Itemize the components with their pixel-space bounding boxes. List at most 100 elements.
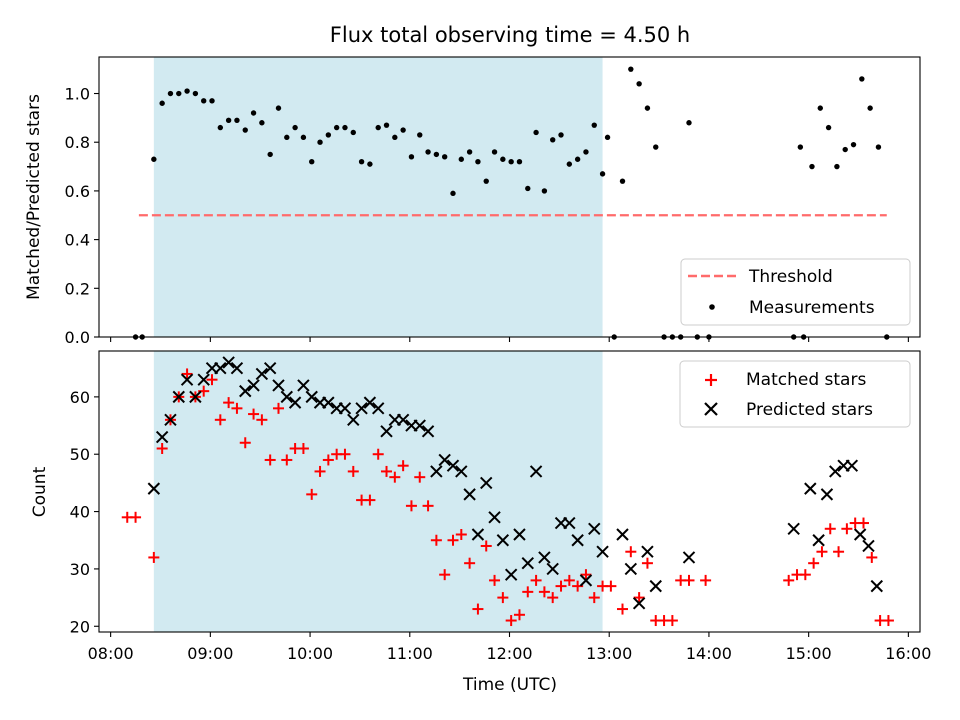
matched-stars-point [633, 592, 645, 604]
matched-stars-point [314, 465, 326, 477]
predicted-stars-point [347, 413, 360, 427]
matched-stars-point [447, 534, 459, 546]
predicted-stars-point [371, 402, 385, 415]
predicted-stars-point [430, 465, 443, 478]
measurement-point [441, 154, 448, 160]
matched-stars-point [381, 465, 393, 477]
matched-stars-point [148, 551, 160, 563]
predicted-stars-point [616, 528, 629, 541]
measurement-point [192, 90, 199, 97]
predicted-stars-point [571, 534, 584, 547]
top-shaded-span [153, 57, 603, 337]
measurement-point [433, 151, 440, 158]
count-panel: 08:00 09:00 10:00 11:00 12:00 13:00 14:00 15:00… [70, 350, 931, 663]
matched-stars-point [239, 437, 251, 449]
matched-stars-point [272, 402, 284, 414]
measurement-point [458, 156, 465, 162]
matched-stars-point [248, 408, 260, 420]
matched-stars-point [866, 551, 878, 563]
predicted-stars-point [870, 579, 883, 593]
measurement-point [151, 156, 157, 162]
measurement-point [525, 185, 531, 192]
predicted-stars-point [189, 390, 202, 404]
matched-stars-point [547, 592, 559, 604]
measurement-point [541, 188, 548, 194]
predicted-stars-point [147, 482, 161, 495]
measurements-legend-label: Measurements [749, 298, 875, 318]
x-tick-label: 13:00 [586, 644, 632, 663]
measurement-point [817, 105, 823, 111]
predicted-stars-point [239, 384, 252, 398]
top-y-tick-label: 1.0 [65, 85, 90, 104]
predicted-stars-point [421, 425, 435, 438]
measurement-point [628, 66, 634, 72]
measurement-point [184, 88, 190, 94]
matched-stars-point [816, 546, 828, 558]
predicted-stars-point [496, 534, 510, 547]
predicted-stars-point [197, 373, 210, 386]
measurement-point [358, 158, 365, 165]
matched-stars-point [505, 615, 517, 627]
measurement-point [859, 76, 865, 82]
matched-stars-point [130, 511, 142, 523]
predicted-stars-point [413, 419, 426, 432]
matched-stars-point [580, 569, 592, 581]
matched-stars-point [625, 546, 637, 558]
measurement-point [842, 146, 848, 153]
predicted-stars-point [172, 390, 185, 404]
measurement-point [604, 134, 611, 141]
measurement-point [619, 178, 626, 184]
measurement-point [850, 141, 857, 148]
bottom-legend-frame [679, 360, 911, 428]
predicted-stars-point [812, 534, 825, 547]
measurement-point [834, 163, 840, 170]
measurement-point [466, 149, 473, 155]
measurement-point [250, 110, 257, 116]
predicted-stars-point [862, 539, 875, 553]
matched-stars-point [405, 500, 417, 512]
predicted-stars-point [355, 402, 368, 415]
matched-legend-label: Matched stars [746, 370, 866, 390]
measurement-point [367, 161, 373, 167]
matched-stars-point [231, 402, 243, 414]
predicted-stars-point [641, 545, 654, 558]
predicted-stars-point [829, 465, 842, 478]
matched-stars-point [156, 442, 168, 454]
measurement-point [209, 98, 215, 104]
matched-stars-point [389, 471, 401, 483]
top-y-tick-label: 0.4 [65, 231, 90, 250]
measurement-point [325, 132, 332, 138]
measurement-point [292, 124, 298, 131]
top-y-tick-label: 0.8 [65, 133, 90, 152]
matched-stars-point [439, 569, 451, 581]
matched-stars-point [700, 574, 712, 586]
matched-stars-point [422, 500, 434, 512]
predicted-stars-point [853, 528, 867, 541]
measurement-point [417, 132, 423, 138]
matched-stars-point [833, 546, 845, 558]
measurement-point [809, 163, 815, 170]
predicted-stars-point [438, 453, 451, 467]
predicted-stars-point [247, 379, 260, 392]
matched-stars-point [882, 615, 894, 627]
measurement-point [533, 129, 539, 136]
threshold-legend-label: Threshold [748, 267, 833, 287]
predicted-stars-point [463, 488, 476, 501]
predicted-stars-point [455, 465, 468, 478]
predicted-stars-point [446, 459, 460, 472]
matched-stars-point [841, 523, 853, 535]
predicted-stars-point [263, 361, 277, 375]
predicted-stars-point [546, 562, 559, 576]
matched-stars-point [256, 414, 268, 426]
predicted-stars-point [480, 476, 493, 490]
matched-legend-swatch [705, 374, 717, 386]
measurement-point [500, 156, 506, 162]
predicted-stars-point [529, 465, 543, 478]
matched-stars-point [414, 471, 426, 483]
x-tick-label: 12:00 [486, 644, 532, 663]
matched-stars-point [824, 523, 836, 535]
matched-stars-point [799, 569, 811, 581]
measurement-point [408, 154, 415, 160]
predicted-stars-point [820, 488, 834, 501]
measurement-point [558, 132, 564, 138]
